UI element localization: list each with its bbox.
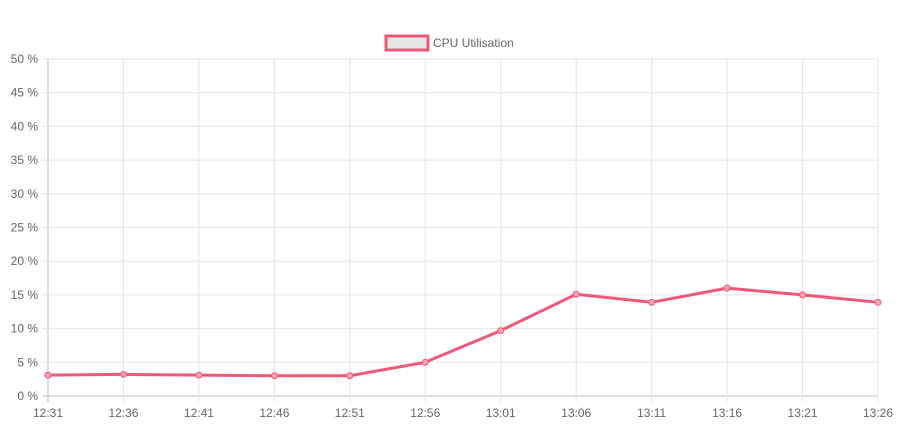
y-tick-label: 45 % bbox=[11, 86, 39, 100]
data-point[interactable] bbox=[799, 291, 807, 299]
y-tick-label: 10 % bbox=[11, 322, 39, 336]
data-point[interactable] bbox=[195, 371, 203, 379]
legend-label: CPU Utilisation bbox=[433, 36, 514, 50]
data-point[interactable] bbox=[421, 358, 429, 366]
series-line-cpu-utilisation bbox=[46, 286, 880, 378]
y-tick-label: 20 % bbox=[11, 254, 39, 268]
x-axis-ticks: 12:31 12:36 12:41 12:46 12:51 12:56 13:01 13:06… bbox=[33, 406, 893, 420]
data-point[interactable] bbox=[723, 284, 731, 292]
data-point[interactable] bbox=[44, 371, 52, 379]
x-tick-label: 13:06 bbox=[561, 406, 591, 420]
y-tick-label: 35 % bbox=[11, 153, 39, 167]
y-tick-label: 5 % bbox=[17, 355, 38, 369]
x-tick-label: 12:56 bbox=[410, 406, 440, 420]
legend-swatch bbox=[384, 34, 430, 52]
x-tick-label: 13:01 bbox=[486, 406, 516, 420]
y-tick-label: 40 % bbox=[11, 119, 39, 133]
series-group bbox=[44, 284, 882, 380]
y-tick-label: 30 % bbox=[11, 187, 39, 201]
x-tick-label: 12:46 bbox=[259, 406, 289, 420]
data-point[interactable] bbox=[346, 372, 354, 380]
y-axis-ticks: 0 % 5 % 10 % 15 % 20 % 25 % 30 % 35 % 40 % 45 % 50… bbox=[11, 52, 39, 403]
x-tick-label: 12:41 bbox=[184, 406, 214, 420]
grid bbox=[42, 58, 879, 402]
x-tick-label: 12:51 bbox=[335, 406, 365, 420]
x-tick-label: 13:11 bbox=[637, 406, 666, 420]
x-tick-label: 12:31 bbox=[33, 406, 63, 420]
y-tick-label: 25 % bbox=[11, 221, 39, 235]
data-point[interactable] bbox=[572, 290, 580, 298]
data-point[interactable] bbox=[119, 370, 127, 378]
data-point[interactable] bbox=[648, 298, 656, 306]
x-tick-label: 13:21 bbox=[788, 406, 818, 420]
legend[interactable]: CPU Utilisation bbox=[384, 34, 514, 52]
x-tick-label: 13:26 bbox=[863, 406, 893, 420]
x-tick-label: 12:36 bbox=[108, 406, 138, 420]
data-point[interactable] bbox=[497, 327, 505, 335]
y-tick-label: 50 % bbox=[11, 52, 39, 66]
x-tick-label: 13:16 bbox=[712, 406, 742, 420]
data-point[interactable] bbox=[270, 372, 278, 380]
y-tick-label: 0 % bbox=[17, 389, 38, 403]
y-tick-label: 15 % bbox=[11, 288, 39, 302]
data-point[interactable] bbox=[874, 298, 882, 306]
